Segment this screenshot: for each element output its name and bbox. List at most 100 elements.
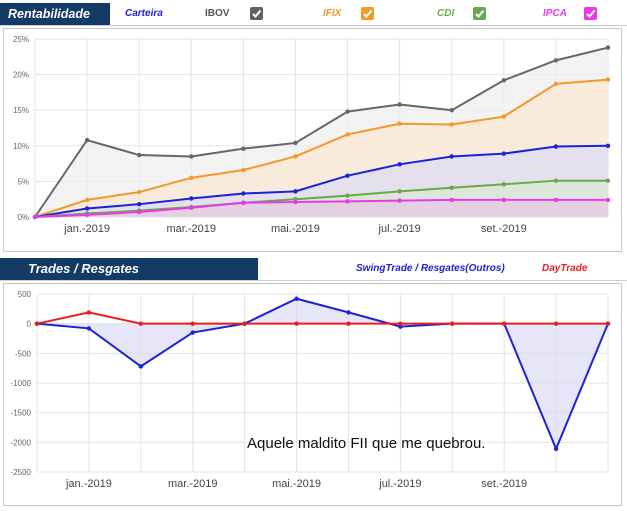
point-ifix (605, 77, 611, 82)
x-tick-label: jan.-2019 (65, 478, 112, 490)
x-tick-label: jan.-2019 (63, 223, 110, 235)
point-swingtrade (190, 330, 195, 335)
point-cdi (397, 189, 402, 194)
line-ibov (34, 46, 609, 218)
point-ibov (501, 78, 507, 83)
point-ibov (241, 146, 246, 151)
x-tick-label: mar.-2019 (168, 478, 218, 490)
check-icon (586, 9, 596, 18)
point-carteira (553, 144, 559, 149)
line-cdi (34, 179, 608, 218)
check-icon (475, 9, 485, 18)
y-tick-label: -1500 (11, 409, 32, 418)
line-carteira (34, 144, 609, 218)
x-tick-label: set.-2019 (481, 478, 527, 490)
legend-carteira: Carteira (125, 8, 163, 19)
point-ibov (345, 109, 350, 114)
legend-ipca: IPCA (543, 8, 567, 19)
point-carteira (136, 201, 142, 207)
line-ifix (34, 78, 609, 218)
check-icon (363, 9, 373, 18)
point-ipca (553, 197, 559, 203)
y-tick-label: 15% (13, 106, 29, 115)
point-ifix (241, 167, 246, 173)
point-cdi (553, 178, 559, 183)
line-ipca (34, 198, 608, 218)
series-ibov (32, 45, 611, 220)
point-ifix (345, 132, 350, 137)
check-icon (252, 9, 262, 18)
cdi-checkbox[interactable] (473, 7, 486, 20)
ipca-checkbox[interactable] (584, 7, 597, 20)
line-daytrade (36, 311, 608, 325)
point-ipca (136, 209, 142, 215)
y-tick-label: 0 (27, 320, 32, 329)
trades-chart-panel: 500 0 -500 -1000 -1500 -2000 -2500 jan.-2019 mar… (3, 283, 622, 506)
point-ibov (189, 154, 194, 159)
bottom-legend-bar: Trades / Resgates SwingTrade / Resgates(… (0, 258, 627, 281)
legend-cdi: CDI (437, 8, 455, 19)
point-daytrade (242, 321, 247, 326)
legend-daytrade: DayTrade (542, 263, 588, 274)
point-carteira (241, 191, 246, 196)
point-ibov (553, 58, 559, 63)
x-tick-label: mai.-2019 (272, 478, 321, 490)
series-areas (37, 298, 608, 449)
legend-ifix: IFIX (323, 8, 342, 19)
point-swingtrade (138, 364, 144, 369)
chart-annotation: Aquele maldito FII que me quebrou. (247, 435, 485, 452)
x-tick-label: jul.-2019 (378, 223, 421, 235)
point-daytrade (398, 321, 403, 326)
y-tick-label: -1000 (11, 379, 32, 388)
point-carteira (449, 154, 454, 159)
point-daytrade (450, 321, 455, 326)
point-ifix (189, 175, 194, 181)
point-ipca (189, 205, 194, 210)
series-ipca (32, 197, 611, 220)
point-ipca (501, 197, 507, 203)
point-ibov (84, 137, 90, 143)
point-daytrade (501, 321, 507, 326)
point-ipca (84, 212, 90, 218)
top-legend-bar: Rentabilidade (%) Carteira IBOV IFIX CDI… (0, 3, 627, 43)
legend-swingtrade: SwingTrade / Resgates(Outros) (356, 263, 505, 274)
point-swingtrade (553, 446, 559, 452)
point-ipca (241, 200, 246, 205)
point-daytrade (294, 321, 299, 326)
point-ibov (136, 152, 142, 158)
rentabilidade-chart-panel: 0% 5% 10% 15% 20% 25% jan.-2019 mar.-2019 mai.-2… (3, 28, 622, 252)
point-daytrade (346, 321, 351, 326)
point-ifix (449, 122, 454, 127)
x-tick-label: set.-2019 (481, 223, 527, 235)
line-swingtrade (36, 297, 609, 452)
point-swingtrade (86, 326, 92, 331)
point-daytrade (86, 310, 92, 315)
point-carteira (293, 189, 298, 194)
point-carteira (605, 143, 611, 148)
point-carteira (84, 206, 90, 211)
y-tick-label: 10% (13, 142, 29, 151)
ibov-checkbox[interactable] (250, 7, 263, 20)
ifix-checkbox[interactable] (361, 7, 374, 20)
point-ifix (501, 114, 507, 119)
point-cdi (501, 182, 507, 187)
rentabilidade-chart: 0% 5% 10% 15% 20% 25% jan.-2019 mar.-2019 mai.-2… (13, 35, 611, 235)
point-ifix (136, 189, 142, 195)
x-tick-label: jul.-2019 (378, 478, 421, 490)
point-ipca (32, 214, 38, 220)
point-swingtrade (294, 296, 299, 301)
point-ipca (397, 198, 402, 203)
point-carteira (345, 173, 350, 178)
point-daytrade (553, 321, 559, 326)
y-tick-label: 500 (18, 290, 32, 299)
bottom-panel-title: Trades / Resgates (0, 258, 258, 280)
point-daytrade (605, 321, 611, 326)
point-cdi (345, 193, 350, 198)
y-tick-label: -500 (15, 349, 32, 358)
y-tick-label: 5% (17, 177, 29, 186)
point-cdi (449, 185, 454, 191)
point-swingtrade (346, 310, 351, 315)
point-daytrade (34, 321, 40, 326)
top-panel-title: Rentabilidade (%) (0, 3, 110, 43)
series-areas (35, 47, 608, 217)
